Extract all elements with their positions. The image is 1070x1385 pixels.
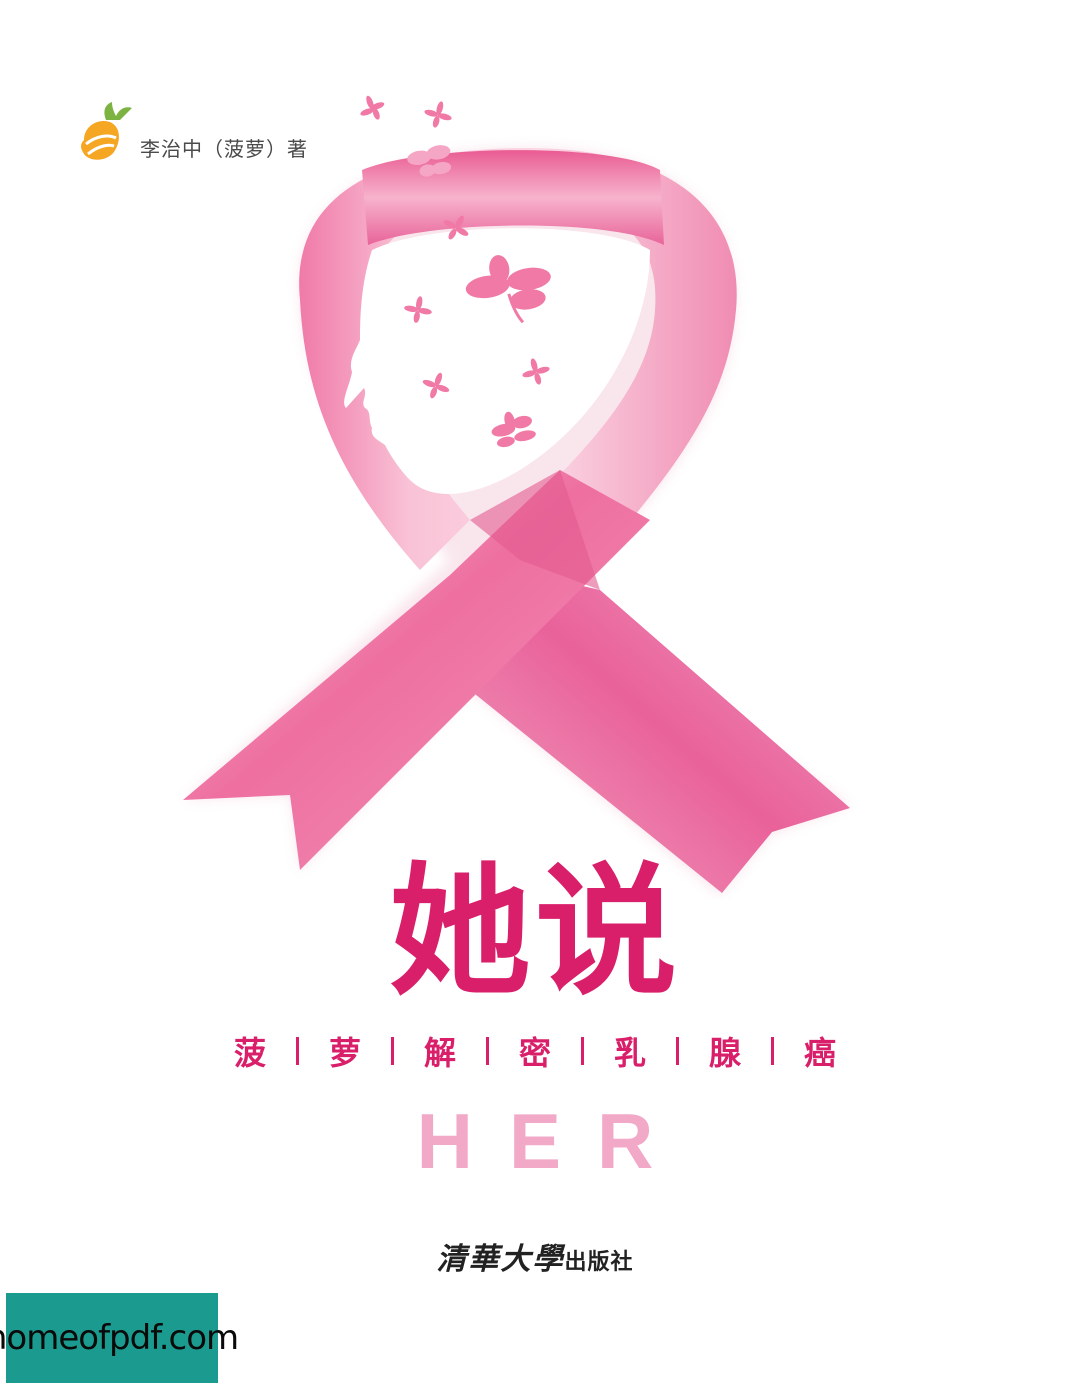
subtitle-separator bbox=[486, 1037, 489, 1065]
subtitle-char: 菠 bbox=[233, 1034, 266, 1072]
publisher-calligraphy: 清華大學 bbox=[436, 1242, 565, 1277]
book-subtitle: 菠 萝 解 密 乳 腺 癌 bbox=[0, 1028, 1070, 1074]
subtitle-char: 密 bbox=[518, 1034, 551, 1072]
watermark-badge: homeofpdf.com bbox=[0, 1293, 239, 1383]
english-title: HER bbox=[416, 1097, 690, 1185]
subtitle-separator bbox=[771, 1037, 774, 1065]
subtitle-separator bbox=[581, 1037, 584, 1065]
subtitle-separator bbox=[391, 1037, 394, 1065]
subtitle-separator bbox=[676, 1037, 679, 1065]
subtitle-char: 解 bbox=[423, 1034, 456, 1072]
subtitle-char: 腺 bbox=[708, 1034, 741, 1072]
author-line: 李治中（菠萝）著 bbox=[76, 98, 308, 168]
face-silhouette bbox=[344, 228, 650, 494]
publisher: 清華大學出版社 bbox=[0, 1234, 1070, 1278]
subtitle-char: 癌 bbox=[803, 1034, 836, 1072]
publisher-suffix: 出版社 bbox=[564, 1249, 634, 1275]
ribbon-right-tail bbox=[470, 560, 850, 893]
subtitle-char: 乳 bbox=[613, 1034, 646, 1072]
subtitle-char: 萝 bbox=[328, 1034, 361, 1072]
ribbon-loop bbox=[299, 147, 737, 600]
pineapple-logo-icon bbox=[81, 102, 132, 160]
ribbon-left-tail bbox=[183, 470, 650, 870]
flower-decorations bbox=[360, 95, 551, 448]
book-title: 她说 bbox=[389, 850, 681, 1015]
subtitle-separator bbox=[296, 1037, 299, 1065]
watermark-text: homeofpdf.com bbox=[0, 1318, 239, 1358]
pink-ribbon-illustration bbox=[183, 95, 850, 896]
author-name: 李治中（菠萝）著 bbox=[140, 136, 308, 161]
